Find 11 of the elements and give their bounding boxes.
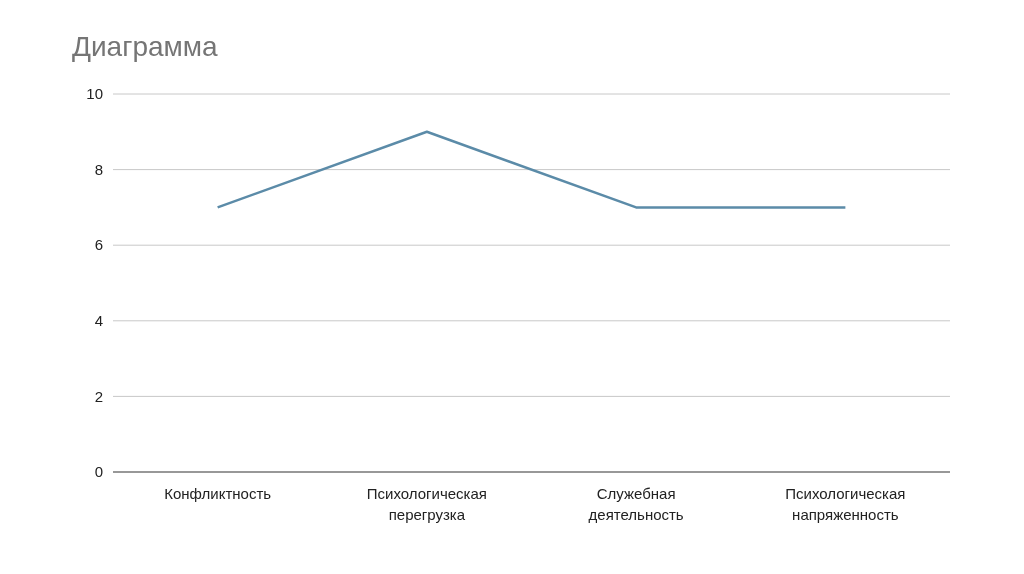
y-tick-label: 6 [94,236,103,254]
chart-title: Диаграмма [72,31,219,62]
y-tick-label: 2 [94,387,103,405]
x-tick-label: Психологическая перегрузка [366,485,487,523]
y-tick-label: 4 [94,312,103,330]
x-tick-label: Психологическая напряженность [785,485,906,523]
y-tick-label: 10 [86,85,103,103]
y-tick-label: 0 [94,463,103,481]
x-tick-label: Конфликтность [164,485,272,502]
y-tick-label: 8 [94,160,103,178]
x-tick-label: Служебная деятельность [588,485,684,523]
